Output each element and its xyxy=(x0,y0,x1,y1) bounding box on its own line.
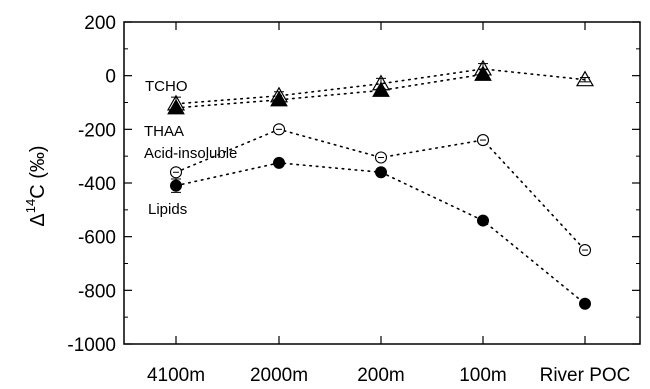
x-tick-label: 4100m xyxy=(147,365,205,386)
y-axis-label-part: C (‰) xyxy=(27,145,49,198)
data-point-lipids xyxy=(170,179,182,192)
data-point-thaa xyxy=(167,98,185,115)
y-tick-label: -200 xyxy=(78,120,116,141)
data-point-thaa xyxy=(270,90,288,107)
series-label-2: Acid-insoluble xyxy=(144,145,237,162)
chart-series-labels: TCHO THAA Acid-insoluble Lipids xyxy=(144,78,237,218)
y-tick-label: -1000 xyxy=(67,335,116,356)
y-tick-label: 0 xyxy=(105,67,116,88)
chart-axes xyxy=(123,21,641,345)
data-point-lipids xyxy=(375,166,387,179)
x-tick-label: 200m xyxy=(357,365,405,386)
y-tick-label: 200 xyxy=(84,13,116,34)
data-point-lipids xyxy=(579,297,591,310)
series-label-3: Lipids xyxy=(148,201,187,218)
data-point-tcho xyxy=(575,70,595,87)
data-point-thaa xyxy=(372,81,390,97)
chart-marks xyxy=(166,59,595,310)
plot-frame xyxy=(123,21,641,345)
data-point-thaa xyxy=(474,65,492,81)
y-tick-label: -600 xyxy=(78,228,116,249)
data-point-lipids xyxy=(273,156,285,169)
y-axis-label-part: 14 xyxy=(23,199,38,213)
series-label-1: THAA xyxy=(144,123,184,140)
series-line-2 xyxy=(175,128,586,251)
y-tick-label: -800 xyxy=(78,281,116,302)
series-line-3 xyxy=(175,162,586,305)
y-axis-label: Δ14C (‰) xyxy=(23,145,49,226)
chart-series-lines xyxy=(175,68,586,305)
series-line-1 xyxy=(175,73,484,109)
x-tick-label: River POC xyxy=(540,365,631,386)
data-point-lipids xyxy=(477,214,489,227)
y-tick-label: -400 xyxy=(78,174,116,195)
series-label-0: TCHO xyxy=(145,78,188,95)
x-tick-label: 2000m xyxy=(250,365,308,386)
chart-ticks: 200 0 -200 -400 -600 -800 -1000 4100m 2000m 200m 1… xyxy=(67,13,640,386)
y-axis-label-part: Δ xyxy=(27,213,49,226)
x-tick-label: 100m xyxy=(459,365,507,386)
